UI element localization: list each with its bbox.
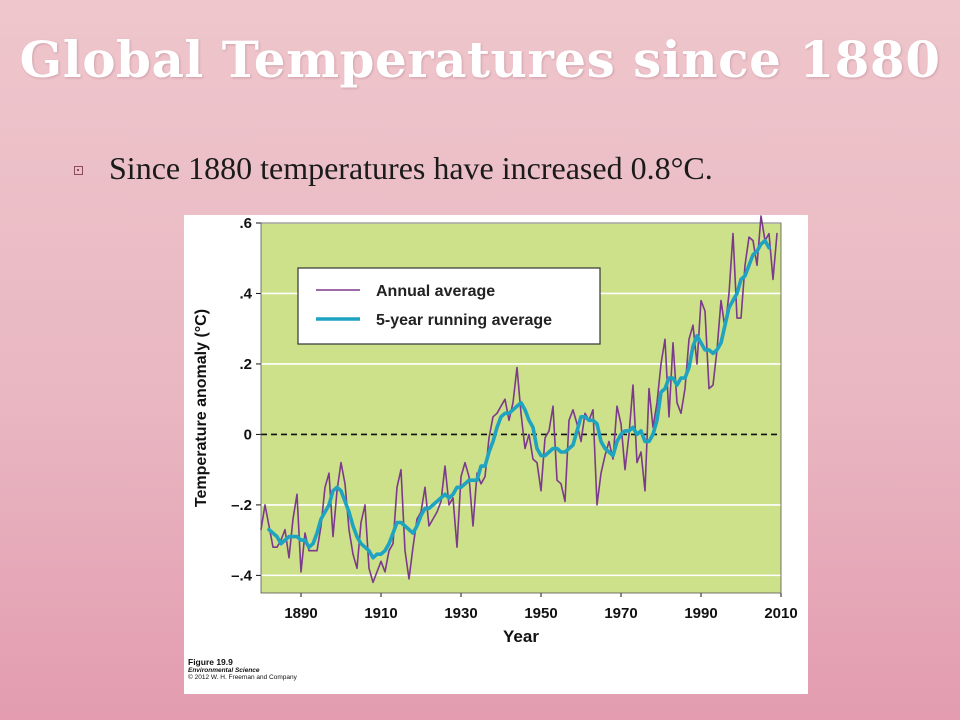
bullet-text: Since 1880 temperatures have increased 0… <box>109 150 713 186</box>
slide-title: Global Temperatures since 1880 <box>19 30 941 89</box>
figure-caption: Figure 19.9 Environmental Science © 2012… <box>188 657 297 682</box>
y-tick-label: –.2 <box>231 497 252 514</box>
legend-box <box>297 267 601 345</box>
y-tick-label: –.4 <box>231 567 253 584</box>
y-tick-label: .6 <box>239 215 252 232</box>
bullet-item: Since 1880 temperatures have increased 0… <box>74 150 713 187</box>
x-tick-label: 2010 <box>764 605 797 622</box>
square-bullet-icon <box>74 166 83 175</box>
temperature-chart: .6 .4 .2 0 –.2 –.4 1890 1910 1930 1950 1970 1990 201… <box>193 215 798 646</box>
legend-label: Annual average <box>376 283 495 300</box>
x-axis-label: Year <box>503 627 539 646</box>
x-tick-label: 1910 <box>364 605 397 622</box>
x-tick-label: 1970 <box>604 605 637 622</box>
x-tick-label: 1890 <box>284 605 317 622</box>
figure-book: Environmental Science <box>188 667 260 675</box>
x-tick-label: 1990 <box>684 605 717 622</box>
running-average-line <box>267 238 771 560</box>
y-tick-label: 0 <box>244 426 252 443</box>
figure-panel: .6 .4 .2 0 –.2 –.4 1890 1910 1930 1950 1970 1990 201… <box>184 215 808 694</box>
x-tick-label: 1930 <box>444 605 477 622</box>
plot-frame <box>260 222 782 594</box>
y-tick-label: .2 <box>239 356 252 373</box>
y-tick-label: .4 <box>239 285 252 302</box>
figure-credit: © 2012 W. H. Freeman and Company <box>188 674 297 682</box>
figure-number: Figure 19.9 <box>188 657 233 667</box>
y-axis-label: Temperature anomaly (°C) <box>193 309 210 507</box>
x-tick-label: 1950 <box>524 605 557 622</box>
legend-label: 5-year running average <box>376 312 552 329</box>
